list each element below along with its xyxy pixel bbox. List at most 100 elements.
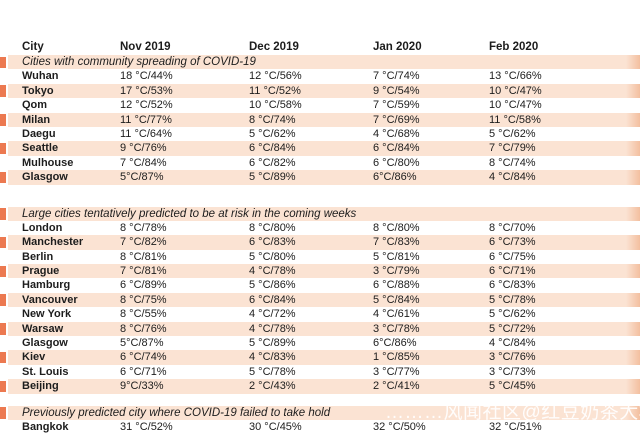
- weather-table: City Nov 2019 Dec 2019 Jan 2020 Feb 2020…: [0, 40, 640, 434]
- value-cell: 6 °C/88%: [373, 279, 420, 292]
- value-cell: 6 °C/74%: [120, 351, 167, 364]
- city-cell: Manchester: [22, 236, 84, 249]
- value-cell: 6°C/86%: [373, 337, 417, 350]
- value-cell: 5 °C/45%: [489, 380, 536, 393]
- city-cell: Warsaw: [22, 322, 64, 335]
- value-cell: 4 °C/84%: [489, 171, 536, 184]
- city-cell: Prague: [22, 265, 60, 278]
- value-cell: 11 °C/64%: [120, 127, 172, 140]
- value-cell: 7 °C/83%: [373, 236, 420, 249]
- value-cell: 12 °C/52%: [120, 99, 173, 112]
- value-cell: 3 °C/77%: [373, 365, 420, 378]
- value-cell: 7 °C/59%: [373, 99, 420, 112]
- column-header-nov-2019: Nov 2019: [120, 41, 171, 53]
- table-row: Kiev 6 °C/74% 4 °C/83% 1 °C/85% 3 °C/76%: [0, 350, 640, 366]
- value-cell: 7 °C/82%: [120, 236, 167, 249]
- value-cell: 4 °C/78%: [249, 265, 296, 278]
- value-cell: 3 °C/78%: [373, 322, 420, 335]
- table-row: Manchester 7 °C/82% 6 °C/83% 7 °C/83% 6 °C/7…: [0, 235, 640, 251]
- value-cell: 4 °C/72%: [249, 308, 296, 321]
- table-header-row: City Nov 2019 Dec 2019 Jan 2020 Feb 2020: [8, 40, 640, 55]
- value-cell: 7 °C/81%: [120, 265, 167, 278]
- value-cell: 4 °C/83%: [249, 351, 296, 364]
- city-cell: Daegu: [22, 127, 56, 140]
- city-cell: Seattle: [22, 142, 59, 155]
- city-cell: St. Louis: [22, 365, 69, 378]
- value-cell: 4 °C/84%: [489, 337, 536, 350]
- value-cell: 5 °C/84%: [373, 293, 420, 306]
- value-cell: 7 °C/74%: [373, 70, 420, 83]
- value-cell: 4 °C/78%: [249, 322, 296, 335]
- value-cell: 3 °C/73%: [489, 365, 536, 378]
- value-cell: 7 °C/69%: [373, 113, 420, 126]
- table-row: Daegu 11 °C/64% 5 °C/62% 4 °C/68% 5 °C/62%: [8, 127, 640, 141]
- value-cell: 8 °C/80%: [373, 221, 420, 234]
- table-row: Qom 12 °C/52% 10 °C/58% 7 °C/59% 10 °C/47%: [8, 98, 640, 112]
- value-cell: 8 °C/80%: [249, 221, 296, 234]
- value-cell: 32 °C/51%: [489, 420, 542, 433]
- value-cell: 4 °C/61%: [373, 308, 420, 321]
- city-cell: London: [22, 221, 63, 234]
- city-cell: New York: [22, 308, 72, 321]
- table-row: Warsaw 8 °C/76% 4 °C/78% 3 °C/78% 5 °C/72%: [0, 321, 640, 337]
- section-gap: [0, 394, 640, 406]
- value-cell: 5 °C/62%: [489, 127, 536, 140]
- table-row: London 8 °C/78% 8 °C/80% 8 °C/80% 8 °C/70%: [8, 221, 640, 235]
- table-row: New York 8 °C/55% 4 °C/72% 4 °C/61% 5 °C/62%: [8, 307, 640, 321]
- value-cell: 13 °C/66%: [489, 70, 542, 83]
- table-row: Mulhouse 7 °C/84% 6 °C/82% 6 °C/80% 8 °C/74%: [8, 156, 640, 170]
- table-body: Cities with community spreading of COVID…: [0, 55, 640, 434]
- value-cell: 31 °C/52%: [120, 420, 173, 433]
- section-header: Cities with community spreading of COVID…: [0, 55, 640, 70]
- section-gap: [0, 185, 640, 207]
- value-cell: 12 °C/56%: [249, 70, 302, 83]
- value-cell: 17 °C/53%: [120, 84, 173, 97]
- value-cell: 9 °C/54%: [373, 84, 420, 97]
- table-row: Hamburg 6 °C/89% 5 °C/86% 6 °C/88% 6 °C/83%: [8, 278, 640, 292]
- value-cell: 18 °C/44%: [120, 70, 173, 83]
- value-cell: 11 °C/52%: [249, 84, 301, 97]
- value-cell: 6 °C/71%: [489, 265, 536, 278]
- value-cell: 5°C/87%: [120, 337, 164, 350]
- table-row: St. Louis 6 °C/71% 5 °C/78% 3 °C/77% 3 °C/73…: [8, 365, 640, 379]
- value-cell: 5°C/87%: [120, 171, 164, 184]
- value-cell: 32 °C/50%: [373, 420, 426, 433]
- city-cell: Hamburg: [22, 279, 71, 292]
- value-cell: 10 °C/47%: [489, 84, 542, 97]
- table-row: Berlin 8 °C/81% 5 °C/80% 5 °C/81% 6 °C/75%: [8, 250, 640, 264]
- table-row: Prague 7 °C/81% 4 °C/78% 3 °C/79% 6 °C/71%: [0, 264, 640, 279]
- value-cell: 6 °C/84%: [249, 293, 296, 306]
- city-cell: Wuhan: [22, 70, 59, 83]
- value-cell: 11 °C/58%: [489, 113, 541, 126]
- value-cell: 5 °C/72%: [489, 322, 536, 335]
- value-cell: 6 °C/89%: [120, 279, 167, 292]
- city-cell: Beijing: [22, 380, 59, 393]
- city-cell: Qom: [22, 99, 48, 112]
- value-cell: 9 °C/76%: [120, 142, 167, 155]
- table-row: Glasgow 5°C/87% 5 °C/89% 6°C/86% 4 °C/84%: [0, 170, 640, 185]
- value-cell: 3 °C/76%: [489, 351, 536, 364]
- value-cell: 5 °C/86%: [249, 279, 296, 292]
- value-cell: 9°C/33%: [120, 380, 164, 393]
- column-header-feb-2020: Feb 2020: [489, 41, 539, 53]
- table-row: Seattle 9 °C/76% 6 °C/84% 6 °C/84% 7 °C/79%: [0, 141, 640, 157]
- column-header-dec-2019: Dec 2019: [249, 41, 299, 53]
- value-cell: 5 °C/78%: [489, 293, 536, 306]
- value-cell: 5 °C/78%: [249, 365, 296, 378]
- table-row: Glasgow 5°C/87% 5 °C/89% 6°C/86% 4 °C/84%: [8, 336, 640, 350]
- table-row: Tokyo 17 °C/53% 11 °C/52% 9 °C/54% 10 °C/47%: [0, 83, 640, 99]
- value-cell: 5 °C/62%: [249, 127, 296, 140]
- value-cell: 10 °C/58%: [249, 99, 302, 112]
- value-cell: 8 °C/75%: [120, 293, 167, 306]
- city-cell: Glasgow: [22, 171, 68, 184]
- value-cell: 8 °C/55%: [120, 308, 167, 321]
- value-cell: 5 °C/62%: [489, 308, 536, 321]
- value-cell: 6 °C/80%: [373, 156, 420, 169]
- column-header-city: City: [22, 41, 44, 53]
- value-cell: 6 °C/84%: [249, 142, 296, 155]
- value-cell: 6 °C/71%: [120, 365, 167, 378]
- value-cell: 8 °C/76%: [120, 322, 167, 335]
- section-header: Previously predicted city where COVID-19…: [0, 405, 640, 421]
- value-cell: 8 °C/74%: [249, 113, 296, 126]
- city-cell: Tokyo: [22, 84, 54, 97]
